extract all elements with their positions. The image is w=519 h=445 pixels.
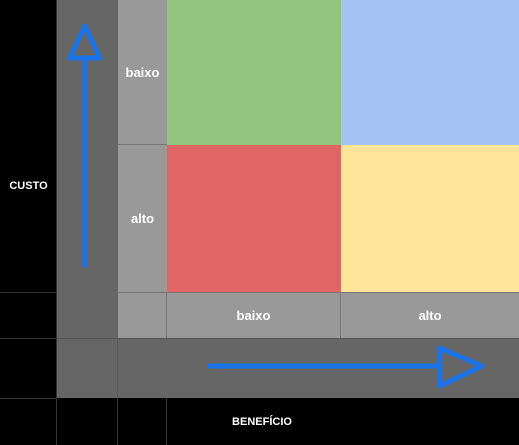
x-label-corner: [118, 292, 167, 338]
x-axis-arrow-icon: [207, 345, 485, 389]
quadrant-low-cost-low-benefit: [167, 0, 341, 145]
y-axis-arrow-icon: [67, 23, 103, 268]
bottom-row-cell: [57, 398, 118, 445]
x-axis-band-left: [57, 338, 118, 398]
left-column-cell: [0, 398, 57, 445]
quadrant-high-cost-high-benefit: [341, 145, 519, 292]
left-column-cell: [0, 292, 57, 338]
bottom-row-cell: [118, 398, 167, 445]
x-axis-title: BENEFÍCIO: [232, 415, 292, 428]
y-label-high: alto: [118, 145, 167, 292]
left-column-cell: [0, 338, 57, 398]
left-column-top: [0, 0, 57, 292]
bottom-row-cell: [167, 398, 519, 445]
y-label-low: baixo: [118, 0, 167, 145]
x-label-high: alto: [341, 292, 519, 338]
y-axis-title: CUSTO: [9, 180, 48, 192]
quadrant-low-cost-high-benefit: [341, 0, 519, 145]
x-label-low: baixo: [167, 292, 341, 338]
quadrant-high-cost-low-benefit: [167, 145, 341, 292]
